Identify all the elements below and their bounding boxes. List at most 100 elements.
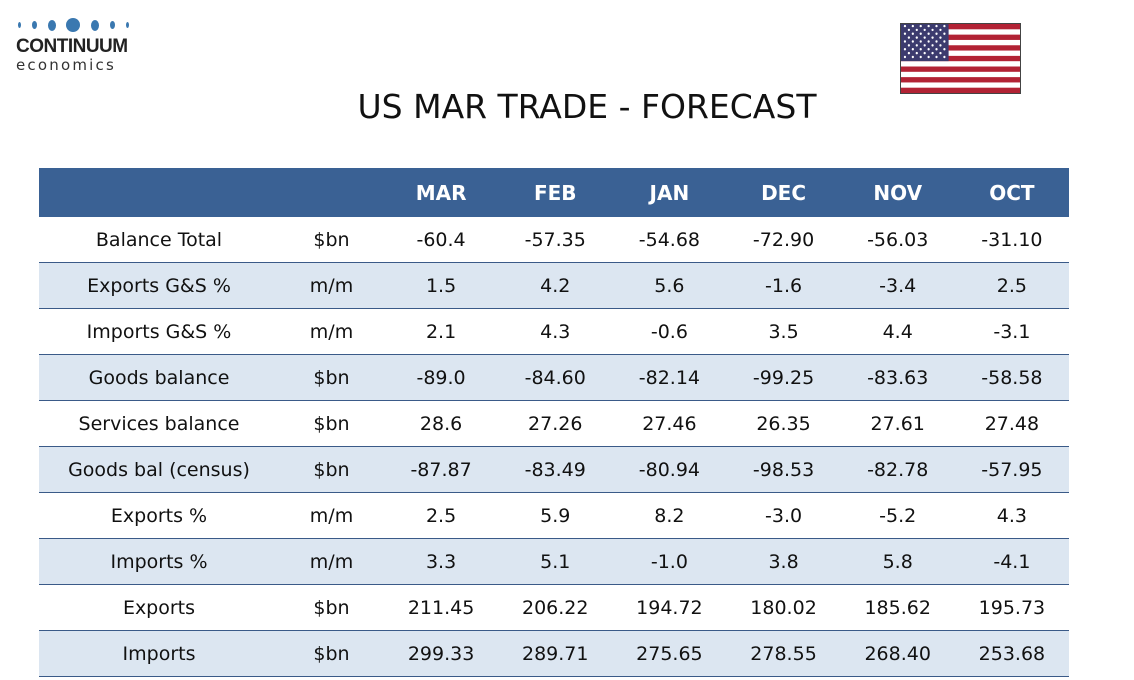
row-unit: $bn — [279, 630, 384, 677]
cell-value: 26.35 — [726, 400, 841, 447]
cell-value: 27.26 — [498, 400, 613, 447]
cell-value: -57.95 — [954, 446, 1069, 493]
row-unit: m/m — [279, 538, 384, 585]
cell-value: -60.4 — [384, 217, 499, 263]
cell-value: -56.03 — [840, 217, 955, 263]
cell-value: -54.68 — [612, 217, 727, 263]
table-row: Exports $bn 211.45 206.22 194.72 180.02 185.62… — [39, 584, 1069, 631]
cell-value: 2.5 — [954, 262, 1069, 309]
row-label: Balance Total — [39, 217, 279, 263]
cell-value: 4.4 — [840, 308, 955, 355]
table-row: Services balance $bn 28.6 27.26 27.46 26.35 27… — [39, 400, 1069, 447]
cell-value: -89.0 — [384, 354, 499, 401]
table-row: Exports % m/m 2.5 5.9 8.2 -3.0 -5.2 4.3 — [39, 492, 1069, 539]
cell-value: -84.60 — [498, 354, 613, 401]
table-row: Exports G&S % m/m 1.5 4.2 5.6 -1.6 -3.4 2.5 — [39, 262, 1069, 309]
cell-value: -72.90 — [726, 217, 841, 263]
cell-value: 5.6 — [612, 262, 727, 309]
cell-value: 299.33 — [384, 630, 499, 677]
cell-value: 4.3 — [954, 492, 1069, 539]
cell-value: 4.2 — [498, 262, 613, 309]
cell-value: 206.22 — [498, 584, 613, 631]
table-row: Imports % m/m 3.3 5.1 -1.0 3.8 5.8 -4.1 — [39, 538, 1069, 585]
cell-value: 5.8 — [840, 538, 955, 585]
row-label: Goods balance — [39, 354, 279, 401]
continuum-logo: CONTINUUM economics — [16, 16, 131, 73]
cell-value: -80.94 — [612, 446, 727, 493]
row-unit: $bn — [279, 584, 384, 631]
table-row: Imports G&S % m/m 2.1 4.3 -0.6 3.5 4.4 -3.1 — [39, 308, 1069, 355]
table-row: Goods balance $bn -89.0 -84.60 -82.14 -99.25-… — [39, 354, 1069, 401]
cell-value: 1.5 — [384, 262, 499, 309]
cell-value: -5.2 — [840, 492, 955, 539]
logo-brand: CONTINUUM — [16, 36, 128, 57]
cell-value: 180.02 — [726, 584, 841, 631]
cell-value: 289.71 — [498, 630, 613, 677]
cell-value: 275.65 — [612, 630, 727, 677]
cell-value: -4.1 — [954, 538, 1069, 585]
row-label: Exports % — [39, 492, 279, 539]
logo-sub: economics — [16, 56, 116, 74]
cell-value: 27.61 — [840, 400, 955, 447]
cell-value: 278.55 — [726, 630, 841, 677]
cell-value: -1.6 — [726, 262, 841, 309]
row-label: Exports — [39, 584, 279, 631]
column-header: OCT — [954, 168, 1069, 217]
cell-value: 2.5 — [384, 492, 499, 539]
table-row: Imports $bn 299.33 289.71 275.65 278.55 268.40… — [39, 630, 1069, 677]
cell-value: -31.10 — [954, 217, 1069, 263]
row-unit: $bn — [279, 446, 384, 493]
cell-value: 195.73 — [954, 584, 1069, 631]
cell-value: 3.8 — [726, 538, 841, 585]
cell-value: 268.40 — [840, 630, 955, 677]
forecast-table: MAR FEB JAN DEC NOV OCT Balance Total $bn -60.4… — [39, 168, 1069, 677]
row-label: Imports % — [39, 538, 279, 585]
cell-value: 8.2 — [612, 492, 727, 539]
cell-value: 253.68 — [954, 630, 1069, 677]
cell-value: -98.53 — [726, 446, 841, 493]
cell-value: -3.0 — [726, 492, 841, 539]
logo-dots-icon — [16, 16, 131, 34]
cell-value: 28.6 — [384, 400, 499, 447]
row-unit: $bn — [279, 400, 384, 447]
row-label: Imports — [39, 630, 279, 677]
column-header: DEC — [726, 168, 841, 217]
cell-value: -83.63 — [840, 354, 955, 401]
cell-value: 3.5 — [726, 308, 841, 355]
cell-value: -83.49 — [498, 446, 613, 493]
row-unit: m/m — [279, 262, 384, 309]
cell-value: -87.87 — [384, 446, 499, 493]
cell-value: 185.62 — [840, 584, 955, 631]
us-flag-icon — [900, 23, 1021, 94]
cell-value: 2.1 — [384, 308, 499, 355]
page-title: US MAR TRADE - FORECAST — [357, 87, 817, 126]
cell-value: -1.0 — [612, 538, 727, 585]
cell-value: 211.45 — [384, 584, 499, 631]
cell-value: -58.58 — [954, 354, 1069, 401]
table-header-row: MAR FEB JAN DEC NOV OCT — [39, 168, 1069, 217]
row-unit: $bn — [279, 354, 384, 401]
table-row: Balance Total $bn -60.4 -57.35 -54.68 -72.90-… — [39, 217, 1069, 263]
cell-value: 194.72 — [612, 584, 727, 631]
cell-value: -57.35 — [498, 217, 613, 263]
cell-value: -82.14 — [612, 354, 727, 401]
column-header: NOV — [840, 168, 955, 217]
row-label: Imports G&S % — [39, 308, 279, 355]
cell-value: -0.6 — [612, 308, 727, 355]
cell-value: -3.4 — [840, 262, 955, 309]
row-label: Goods bal (census) — [39, 446, 279, 493]
cell-value: -82.78 — [840, 446, 955, 493]
row-unit: m/m — [279, 308, 384, 355]
row-label: Exports G&S % — [39, 262, 279, 309]
cell-value: 3.3 — [384, 538, 499, 585]
column-header: MAR — [384, 168, 499, 217]
column-header: JAN — [612, 168, 727, 217]
cell-value: 27.48 — [954, 400, 1069, 447]
cell-value: 4.3 — [498, 308, 613, 355]
cell-value: -99.25 — [726, 354, 841, 401]
row-unit: m/m — [279, 492, 384, 539]
cell-value: 27.46 — [612, 400, 727, 447]
column-header: FEB — [498, 168, 613, 217]
row-label: Services balance — [39, 400, 279, 447]
cell-value: 5.9 — [498, 492, 613, 539]
